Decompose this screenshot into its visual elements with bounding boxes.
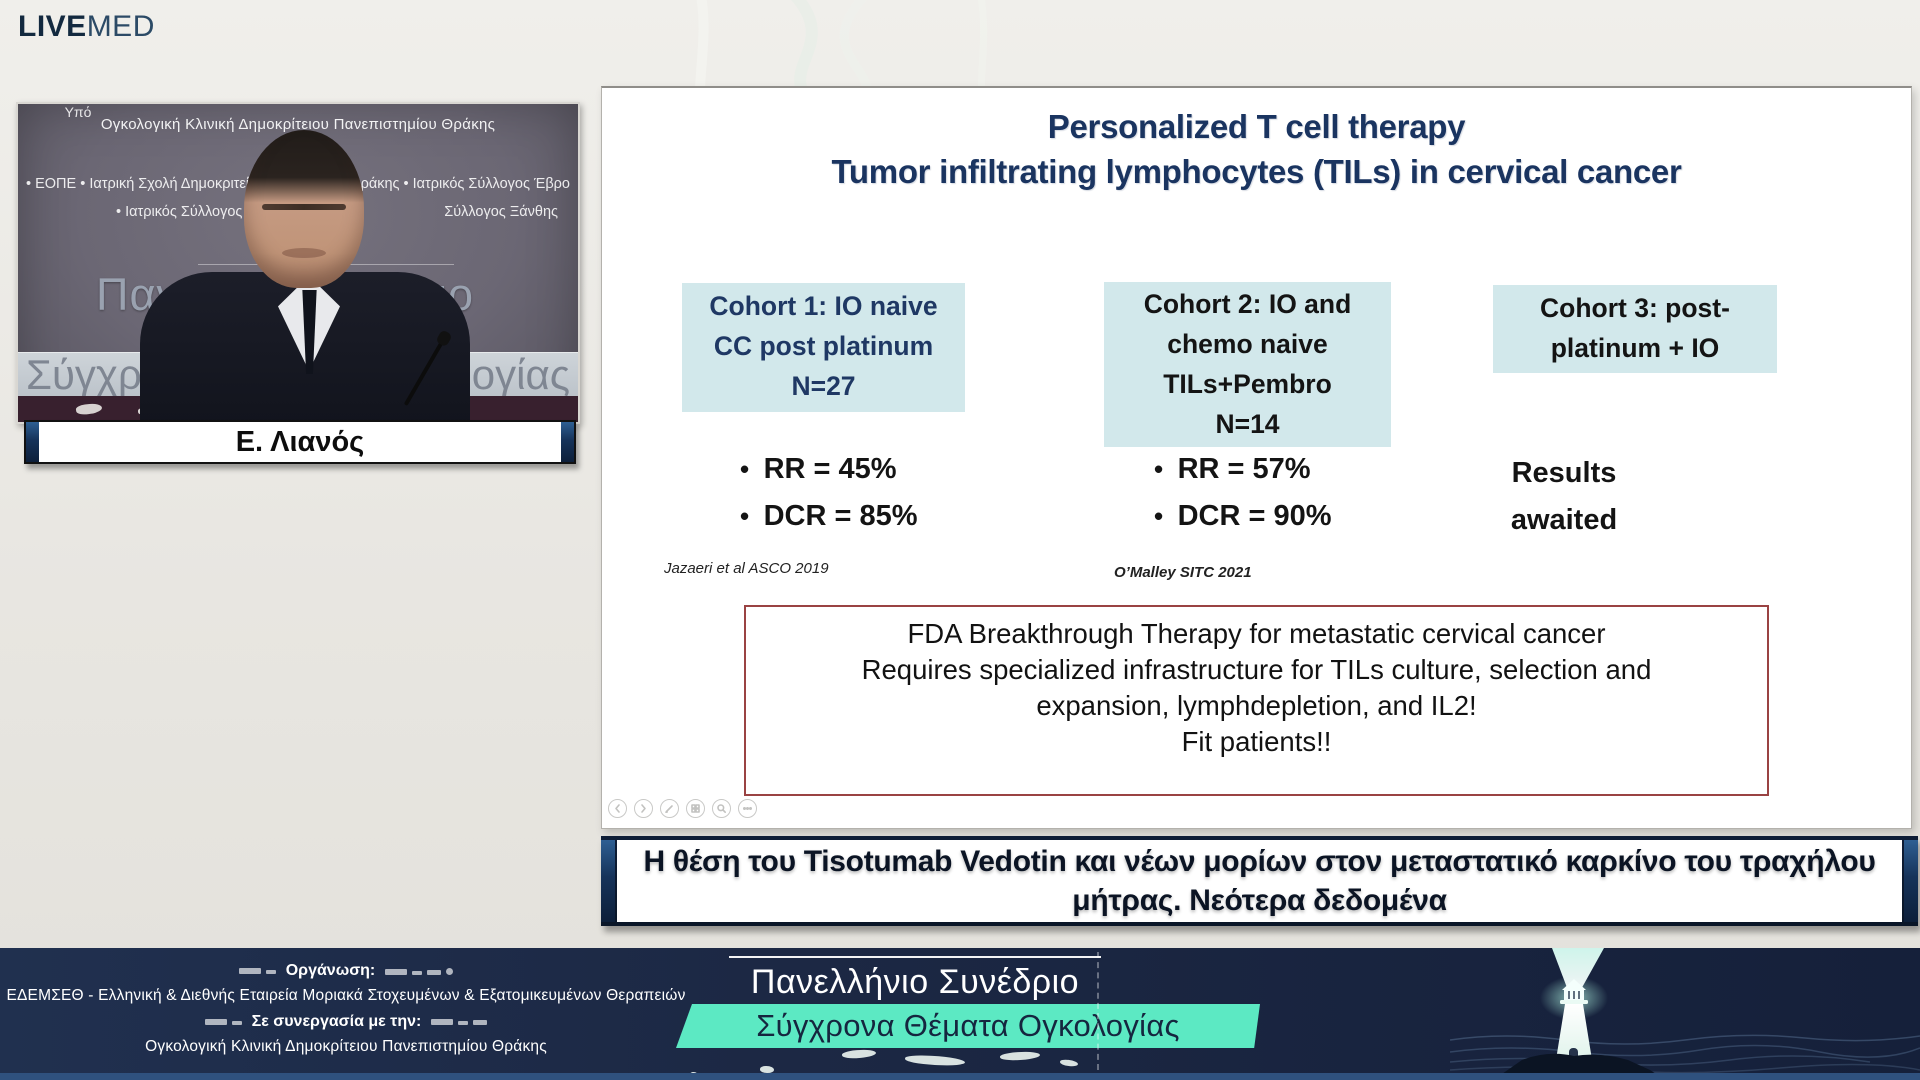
fda-line2: Requires specialized infrastructure for … [861,654,1652,685]
next-slide-icon[interactable] [634,799,653,818]
collaboration-name: Ογκολογική Κλινική Δημοκρίτειου Πανεπιστ… [145,1038,547,1055]
cohort1-citation: Jazaeri et al ASCO 2019 [664,560,829,577]
cohort2-bullet-rr: RR = 57% [1154,446,1331,493]
logo-med: MED [86,10,155,43]
livemed-logo: LIVEMED [18,10,155,44]
backdrop-societies-line: • ΕΟΠΕ • Ιατρική Σχολή Δημοκριτείου ράκη… [26,176,570,192]
slide-toolbar [608,799,757,818]
backdrop-societies2-right: Σύλλογος Ξάνθης [444,204,558,220]
fda-line3: expansion, lymphdepletion, and IL2! [1036,690,1477,721]
backdrop-societies2-left: • Ιατρικός Σύλλογος [116,204,243,220]
collaboration-label-row: Σε συνεργασία με την: [0,1013,692,1031]
cohort2-citation: O’Malley SITC 2021 [1114,564,1252,581]
organizer-label: Οργάνωση: [285,962,376,979]
banner-left-cap [601,840,615,922]
lecture-title-line1: Η θέση του Tisotumab Vedotin και νέων μο… [643,845,1876,878]
more-icon[interactable] [738,799,757,818]
speaker-video-panel: Ογκολογική Κλινική Δημοκρίτειου Πανεπιστ… [16,102,580,424]
footer-congress: Πανελλήνιο Συνέδριο [700,956,1130,1002]
nameplate-left-cap [26,422,39,462]
collaboration-label: Σε συνεργασία με την: [251,1013,422,1030]
cohort1-bullet-rr: RR = 45% [740,446,917,493]
fda-line4: Fit patients!! [1181,726,1332,757]
slide-title-line2: Tumor infiltrating lymphocytes (TILs) in… [831,153,1682,190]
backdrop-subtitle-right: ογίας [471,351,570,398]
speaker-head [244,130,364,288]
cohort2-line1: Cohort 2: IO and [1143,289,1352,319]
fda-line1: FDA Breakthrough Therapy for metastatic … [907,618,1606,649]
partner-logos-decoration [431,1019,488,1025]
lecture-title: Η θέση του Tisotumab Vedotin και νέων μο… [617,840,1902,922]
backdrop-societies-line2: • Ιατρικός Σύλλογος Σύλλογος Ξάνθης [26,204,570,220]
cohort1-line2: CC post platinum [713,331,934,361]
speaker-tie [302,290,317,374]
cohort2-line3: TILs+Pembro [1163,369,1332,399]
backdrop-societies-right: ράκης • Ιατρικός Σύλλογος Έβρο [360,176,570,192]
partner-logos-decoration [238,968,276,974]
cohort1-bullet-dcr: DCR = 85% [740,493,918,540]
partner-logos-decoration [204,1019,242,1025]
presentation-slide: Personalized T cell therapy Tumor infilt… [601,86,1912,829]
congress-subtitle-band: Σύγχρονα Θέματα Ογκολογίας [676,1004,1260,1048]
lighthouse-illustration [1450,948,1920,1074]
thumbnails-icon[interactable] [686,799,705,818]
cohort1-bullets: RR = 45% DCR = 85% [740,446,918,540]
banner-right-cap [1904,840,1918,922]
cohort3-box: Cohort 3: post- platinum + IO [1493,285,1777,373]
footer-bottom-strip [0,1073,1920,1080]
congress-title: Πανελλήνιο Συνέδριο [728,956,1102,1002]
footer-dashed-separator [1097,952,1099,1070]
cohort1-box: Cohort 1: IO naive CC post platinum N=27 [682,283,965,412]
fda-callout-box: FDA Breakthrough Therapy for metastatic … [744,605,1769,796]
pen-icon[interactable] [660,799,679,818]
backdrop-societies-left: • ΕΟΠΕ • Ιατρική Σχολή Δημοκριτείου [26,176,266,192]
cohort1-line1: Cohort 1: IO naive [709,291,938,321]
logo-live: LIVE [18,10,87,43]
cohort2-bullets: RR = 57% DCR = 90% [1154,446,1332,540]
footer: Οργάνωση: ΕΔΕΜΣΕΘ - Ελληνική & Διεθνής Ε… [0,948,1920,1080]
partner-logos-decoration [385,967,454,975]
cohort2-bullet-dcr: DCR = 90% [1154,493,1332,540]
results-line1: Results [1511,457,1617,489]
cohort2-line4: N=14 [1215,409,1280,439]
cohort2-line2: chemo naive [1167,329,1328,359]
previous-slide-icon[interactable] [608,799,627,818]
lecture-title-line2: μήτρας. Νεότερα δεδομένα [1072,884,1447,917]
slide-title: Personalized T cell therapy Tumor infilt… [602,104,1911,194]
organizer-label-row: Οργάνωση: [0,962,692,980]
nameplate-right-cap [561,422,574,462]
cohort3-line1: Cohort 3: post- [1540,293,1730,323]
lecture-title-banner: Η θέση του Tisotumab Vedotin και νέων μο… [601,836,1918,926]
cohort1-line3: N=27 [791,371,856,401]
cohort2-box: Cohort 2: IO and chemo naive TILs+Pembro… [1104,282,1391,447]
backdrop-clinic-line: Ογκολογική Κλινική Δημοκρίτειου Πανεπιστ… [100,116,496,133]
speaker-nameplate: Ε. Λιανός [24,420,576,464]
footer-organizers: Οργάνωση: ΕΔΕΜΣΕΘ - Ελληνική & Διεθνής Ε… [0,962,692,1056]
cohort3-results: Results awaited [1428,450,1700,544]
backdrop-ypo-line: Υπό [18,104,138,120]
zoom-icon[interactable] [712,799,731,818]
speaker-name: Ε. Λιανός [235,425,365,458]
organizer-name: ΕΔΕΜΣΕΘ - Ελληνική & Διεθνής Εταιρεία Μο… [6,987,686,1004]
cohort3-line2: platinum + IO [1550,333,1720,363]
slide-title-line1: Personalized T cell therapy [1047,108,1466,145]
results-line2: awaited [1510,504,1618,536]
